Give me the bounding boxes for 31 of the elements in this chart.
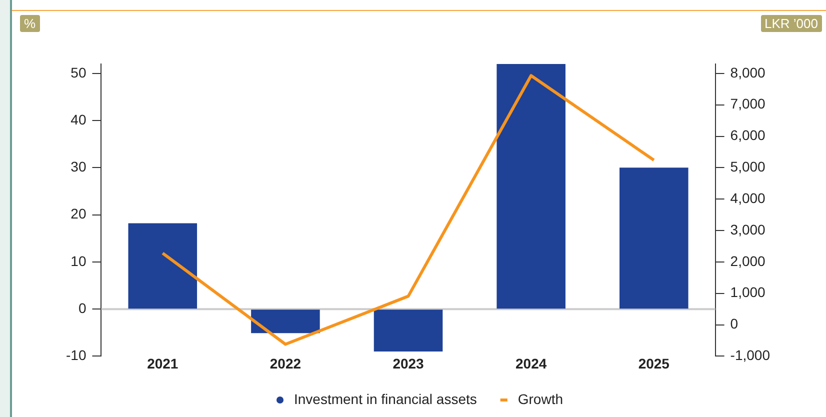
legend-label: Growth [518,390,563,407]
y-tick-label: -10 [66,347,86,364]
y2-tick-label: 0 [730,316,738,332]
y2-tick-label: 5,000 [730,158,766,175]
y2-tick-label: -1,000 [730,347,770,364]
y-tick-label: 30 [70,158,86,175]
y-tick-label: 40 [70,111,86,128]
x-tick-label: 2024 [516,355,547,372]
y2-tick-label: 2,000 [730,252,766,269]
y-tick-label: 50 [70,64,86,80]
bar [496,64,566,309]
y-tick-label: 20 [70,206,86,222]
y2-tick-label: 7,000 [730,96,766,112]
y2-tick-label: 4,000 [730,190,766,206]
y-tick-label: 10 [70,252,86,269]
y2-tick-label: 8,000 [730,64,766,80]
bar [374,310,443,352]
bar [251,310,320,334]
y2-axis-title: LKR ’000 [760,15,822,32]
x-tick-label: 2022 [270,355,302,372]
x-tick-label: 2025 [638,355,670,372]
y-axis-title: % [20,15,40,32]
x-tick-label: 2023 [392,355,424,372]
bar [128,223,198,309]
y2-tick-label: 6,000 [730,127,766,144]
legend-label: Investment in financial assets [294,390,477,407]
y2-tick-label: 3,000 [730,221,766,238]
x-tick-label: 2021 [147,355,178,372]
y-tick-label: 0 [78,300,86,316]
y2-tick-label: 1,000 [730,284,766,300]
bar [620,168,688,309]
